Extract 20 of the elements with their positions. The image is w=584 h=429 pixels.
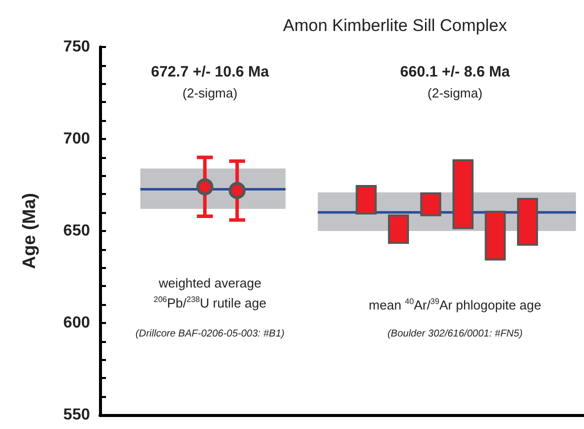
annotation: (Drillcore BAF-0206-05-003: #B1) [136, 328, 284, 340]
chart-title: Amon Kimberlite Sill Complex [283, 16, 508, 35]
annotation: 672.7 +/- 10.6 Ma [151, 64, 270, 80]
bar [356, 185, 377, 214]
annotation: 660.1 +/- 8.6 Ma [400, 64, 510, 80]
bar [484, 210, 506, 260]
annotation: weighted average [158, 276, 262, 290]
annotation: (2-sigma) [182, 86, 238, 100]
annotation: (Boulder 302/616/0001: #FN5) [387, 328, 523, 340]
y-tick-label: 650 [63, 222, 90, 240]
y-tick-label: 700 [63, 130, 90, 148]
y-tick-label: 550 [63, 406, 90, 424]
bar [452, 159, 474, 230]
bar [388, 214, 409, 244]
y-tick-label: 750 [63, 38, 90, 56]
bar [420, 192, 442, 216]
annotation: (2-sigma) [428, 86, 482, 100]
bar [517, 198, 538, 246]
y-tick-label: 600 [63, 314, 90, 332]
y-axis-title: Age (Ma) [19, 192, 39, 269]
